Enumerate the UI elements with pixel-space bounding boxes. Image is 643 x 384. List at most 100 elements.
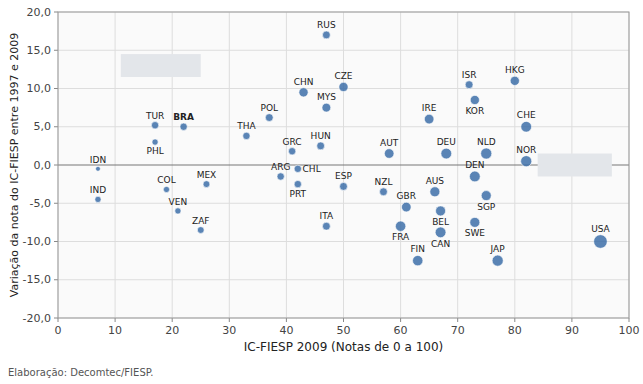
y-tick-label: -10,0 — [23, 235, 51, 248]
point — [288, 148, 295, 155]
point-label: RUS — [317, 20, 336, 30]
x-tick-label: 90 — [565, 324, 579, 337]
point-label: MEX — [197, 170, 217, 180]
point — [492, 255, 503, 266]
point-label: KOR — [465, 106, 484, 116]
y-tick — [54, 279, 58, 280]
point — [340, 182, 348, 190]
x-tick-label: 20 — [165, 324, 179, 337]
point — [470, 95, 479, 104]
point — [299, 88, 308, 97]
y-tick — [54, 318, 58, 319]
point — [521, 156, 532, 167]
point — [465, 81, 473, 89]
point-label: CZE — [334, 71, 352, 81]
point-label: CAN — [431, 239, 450, 249]
point-label: GRC — [283, 137, 302, 147]
x-tick — [629, 318, 630, 322]
point-label: HKG — [505, 65, 525, 75]
point-label: GBR — [397, 191, 416, 201]
chart: 0102030405060708090100-20,0-15,0-10,0-5,… — [0, 0, 643, 384]
y-tick-label: -20,0 — [23, 312, 51, 325]
point — [317, 142, 325, 150]
point — [265, 114, 273, 122]
axes: 0102030405060708090100-20,0-15,0-10,0-5,… — [23, 6, 640, 338]
x-tick-label: 0 — [55, 324, 62, 337]
point-label: FRA — [392, 232, 410, 242]
point — [384, 149, 394, 159]
point-label: NOR — [516, 145, 536, 155]
y-tick — [54, 12, 58, 13]
y-grid-line — [58, 50, 629, 51]
x-tick-label: 100 — [619, 324, 640, 337]
point-label: THA — [236, 121, 256, 131]
x-tick — [286, 318, 287, 322]
point — [469, 171, 480, 182]
plot-frame — [58, 12, 629, 318]
point-label: NLD — [477, 137, 496, 147]
point-label: AUS — [426, 176, 445, 186]
box — [538, 154, 612, 177]
x-tick — [457, 318, 458, 322]
point — [436, 206, 446, 216]
x-tick-label: 10 — [108, 324, 122, 337]
x-axis-label: IC-FIESP 2009 (Notas de 0 a 100) — [244, 340, 443, 354]
point-label: JAP — [490, 244, 506, 254]
grid — [58, 12, 629, 318]
point-label: SGP — [477, 202, 496, 212]
y-tick — [54, 165, 58, 166]
point-label: CHL — [303, 164, 321, 174]
point-label: PHL — [146, 146, 163, 156]
y-tick-label: 10,0 — [27, 82, 52, 95]
y-tick — [54, 126, 58, 127]
point-label: SWE — [465, 228, 486, 238]
y-tick-label: 0,0 — [34, 159, 52, 172]
point-label: NZL — [375, 177, 393, 187]
point-label: VEN — [169, 197, 188, 207]
y-tick-label: -5,0 — [30, 197, 51, 210]
point — [95, 196, 101, 202]
y-grid-line — [58, 241, 629, 242]
x-tick — [172, 318, 173, 322]
point-label: DEU — [437, 137, 456, 147]
point — [322, 103, 331, 112]
point — [163, 186, 169, 192]
point-label: IDN — [90, 155, 106, 165]
y-tick-label: 20,0 — [27, 6, 52, 19]
point-label: USA — [591, 224, 610, 234]
point — [322, 31, 330, 39]
point-label: ZAF — [192, 216, 210, 226]
y-grid-line — [58, 279, 629, 280]
point — [151, 122, 158, 129]
point-label: IND — [90, 185, 106, 195]
y-axis-label: Variação da nota do IC-FIESP entre 1997 … — [8, 33, 21, 297]
y-tick — [54, 203, 58, 204]
y-tick-label: -15,0 — [23, 273, 51, 286]
point-label: BRA — [173, 112, 194, 122]
x-tick-label: 30 — [222, 324, 236, 337]
point — [441, 148, 452, 159]
y-tick-label: 5,0 — [34, 120, 52, 133]
point — [96, 166, 101, 171]
y-grid-line — [58, 203, 629, 204]
point-label: ESP — [335, 171, 352, 181]
note: Elaboração: Decomtec/FIESP. — [8, 367, 153, 378]
point-label: ISR — [462, 70, 477, 80]
point-label: MYS — [317, 92, 336, 102]
point-labels: IDNINDTURPHLBRACOLVENMEXZAFTHAPOLARGGRCC… — [90, 20, 611, 254]
point — [510, 76, 519, 85]
y-tick-label: 15,0 — [27, 44, 52, 57]
point-label: CHN — [294, 77, 314, 87]
x-tick — [115, 318, 116, 322]
point — [395, 221, 405, 231]
point-label: ITA — [320, 211, 334, 221]
point-label: COL — [157, 175, 175, 185]
point — [339, 82, 348, 91]
point-label: TUR — [145, 111, 164, 121]
point — [152, 139, 158, 145]
x-tick — [514, 318, 515, 322]
point — [430, 187, 440, 197]
x-tick — [400, 318, 401, 322]
point — [203, 181, 210, 188]
y-grid-line — [58, 126, 629, 127]
